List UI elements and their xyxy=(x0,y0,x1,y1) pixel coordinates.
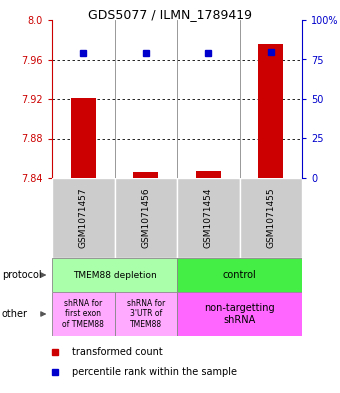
Bar xyxy=(115,292,177,336)
Bar xyxy=(52,258,177,292)
Text: GSM1071457: GSM1071457 xyxy=(79,188,88,248)
Bar xyxy=(115,178,177,258)
Bar xyxy=(177,292,302,336)
Bar xyxy=(71,98,96,178)
Bar xyxy=(239,178,302,258)
Bar xyxy=(177,178,239,258)
Text: shRNA for
first exon
of TMEM88: shRNA for first exon of TMEM88 xyxy=(62,299,104,329)
Bar xyxy=(52,178,115,258)
Text: transformed count: transformed count xyxy=(72,347,163,357)
Text: GDS5077 / ILMN_1789419: GDS5077 / ILMN_1789419 xyxy=(88,8,252,21)
Text: non-targetting
shRNA: non-targetting shRNA xyxy=(204,303,275,325)
Text: GSM1071455: GSM1071455 xyxy=(266,188,275,248)
Text: control: control xyxy=(223,270,256,280)
Bar xyxy=(177,258,302,292)
Text: GSM1071456: GSM1071456 xyxy=(141,188,150,248)
Text: shRNA for
3'UTR of
TMEM88: shRNA for 3'UTR of TMEM88 xyxy=(126,299,165,329)
Bar xyxy=(196,171,221,178)
Text: GSM1071454: GSM1071454 xyxy=(204,188,213,248)
Text: protocol: protocol xyxy=(2,270,41,280)
Text: TMEM88 depletion: TMEM88 depletion xyxy=(73,270,156,279)
Text: other: other xyxy=(2,309,28,319)
Bar xyxy=(133,172,158,178)
Bar xyxy=(258,44,283,178)
Bar xyxy=(52,292,115,336)
Text: percentile rank within the sample: percentile rank within the sample xyxy=(72,367,237,377)
